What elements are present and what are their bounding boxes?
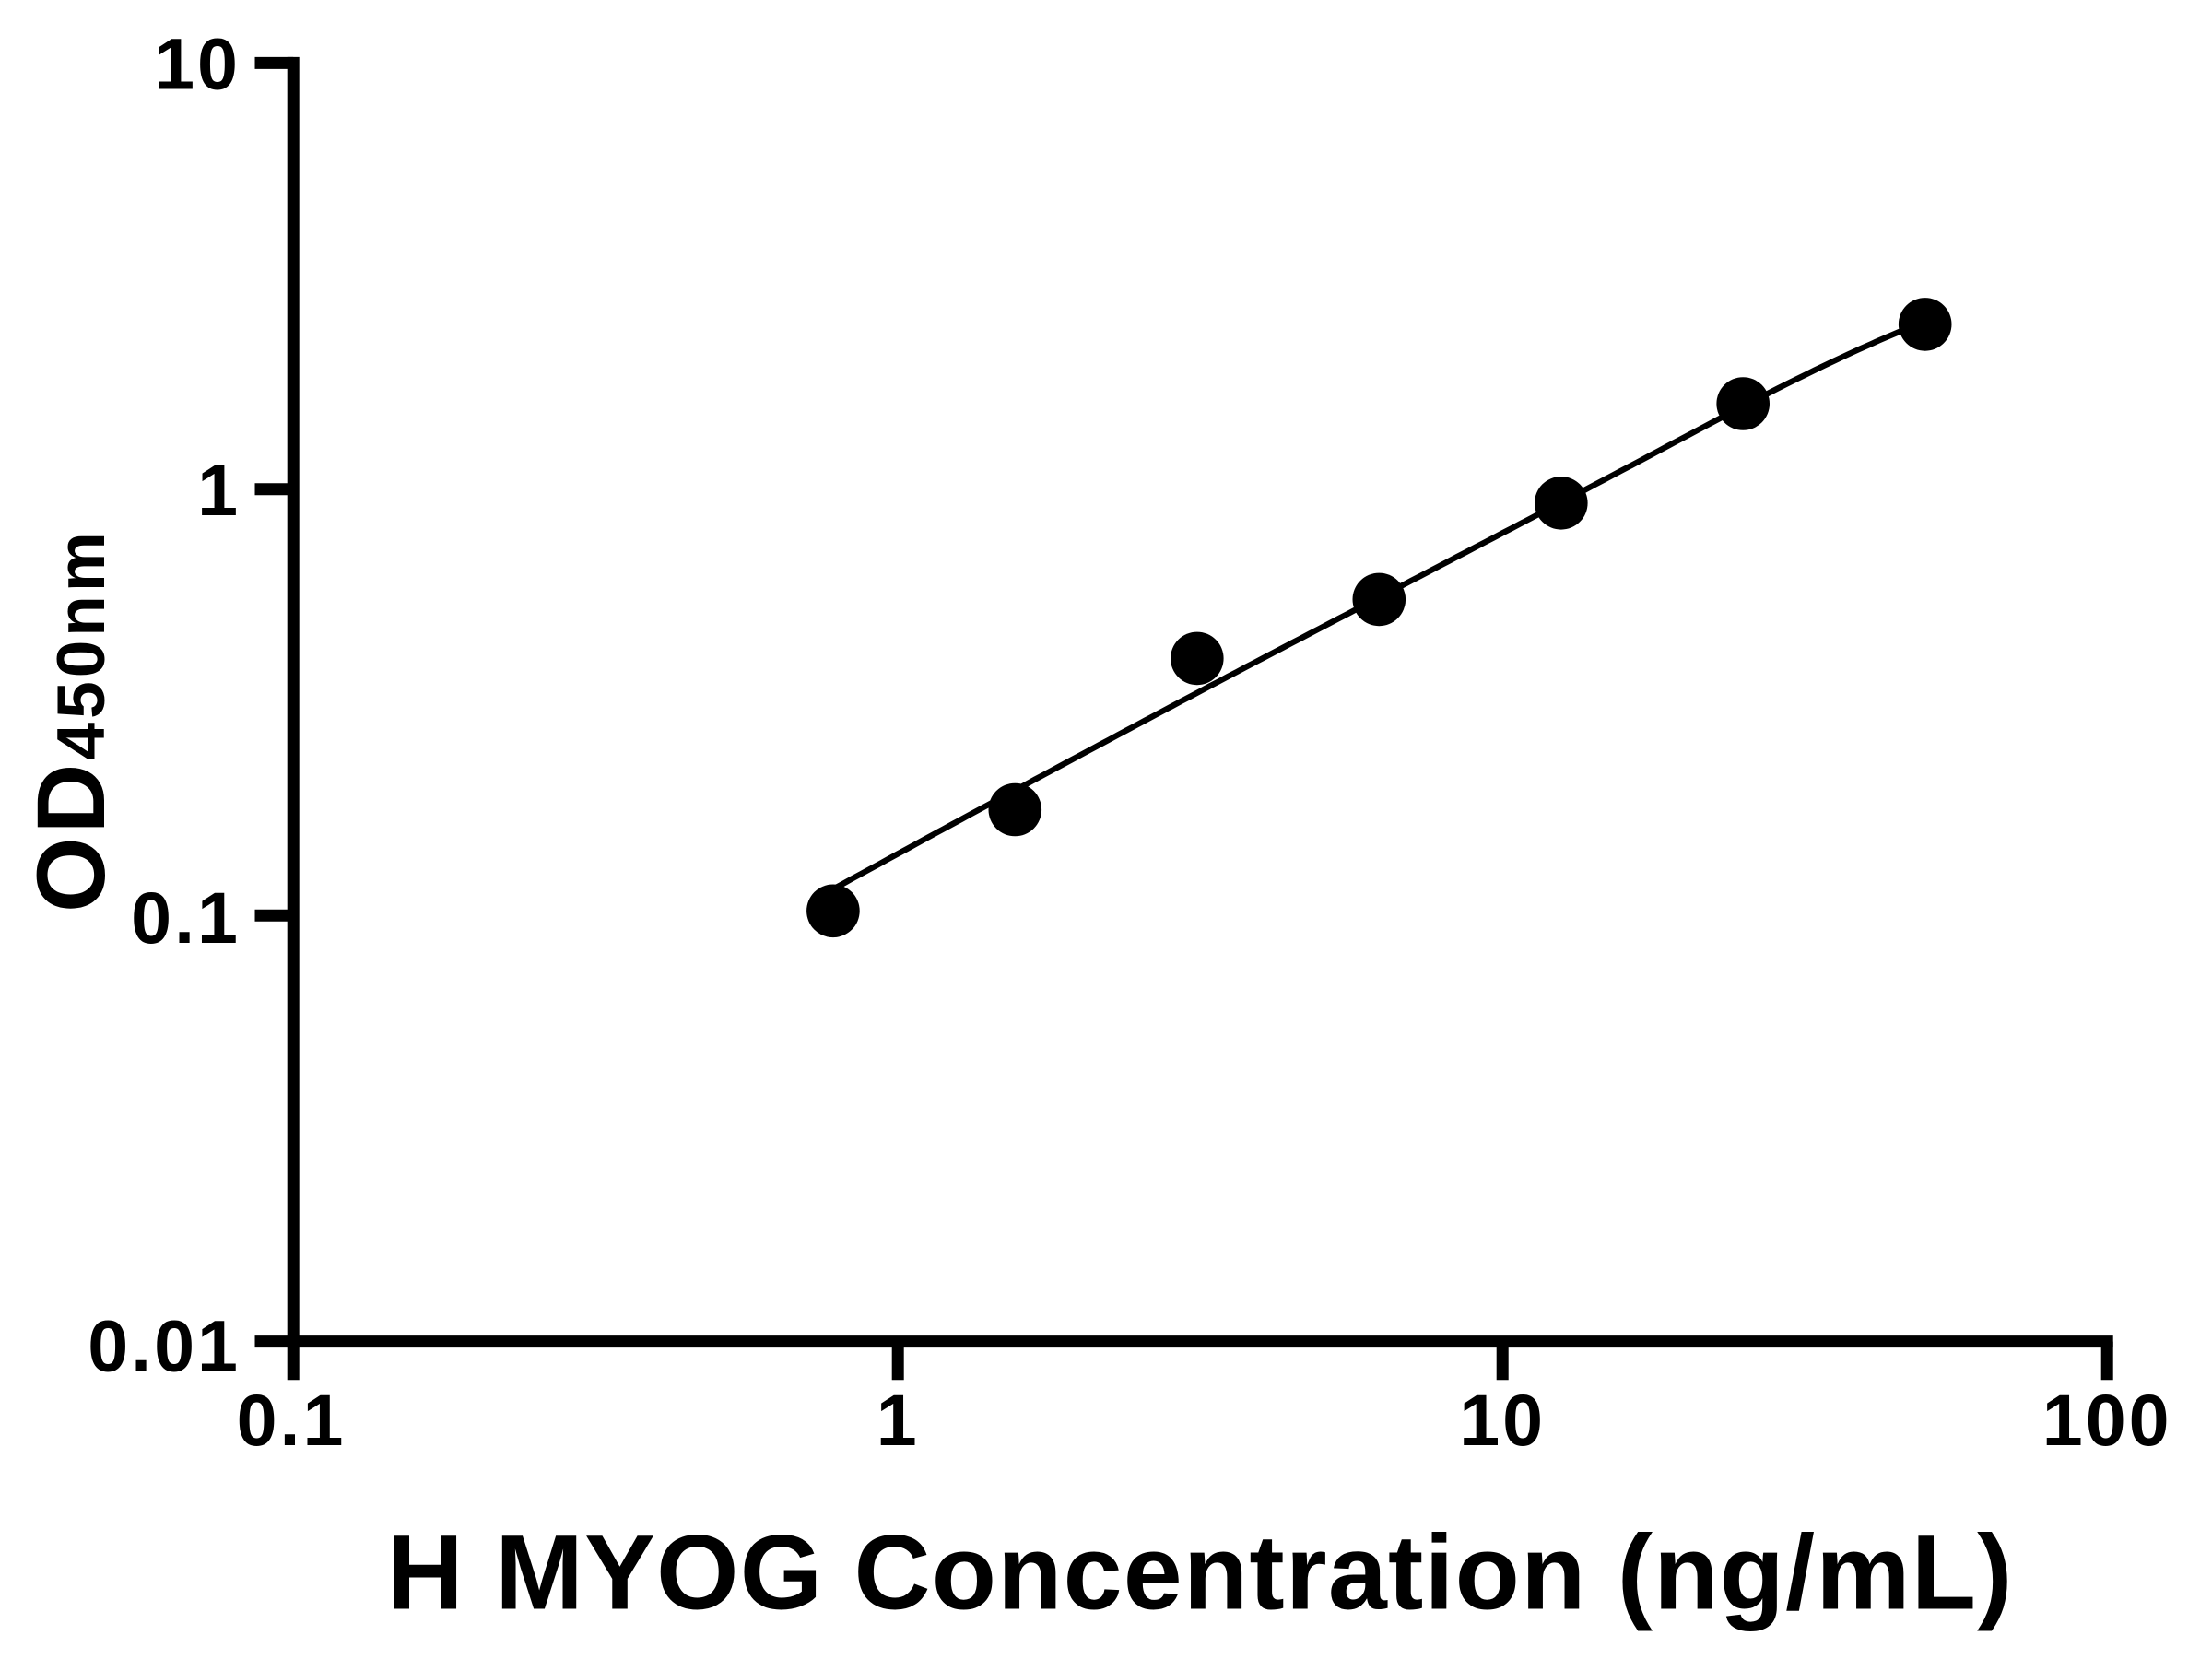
svg-text:10: 10 (1459, 1379, 1546, 1461)
svg-text:0.1: 0.1 (237, 1379, 347, 1461)
svg-text:H MYOG Concentration (ng/mL): H MYOG Concentration (ng/mL) (387, 1514, 2014, 1632)
svg-text:1: 1 (877, 1379, 920, 1461)
svg-text:0.1: 0.1 (131, 877, 241, 959)
svg-text:100: 100 (2042, 1379, 2172, 1461)
svg-text:10: 10 (154, 23, 241, 105)
svg-text:1: 1 (197, 449, 241, 531)
svg-text:0.01: 0.01 (88, 1305, 241, 1387)
